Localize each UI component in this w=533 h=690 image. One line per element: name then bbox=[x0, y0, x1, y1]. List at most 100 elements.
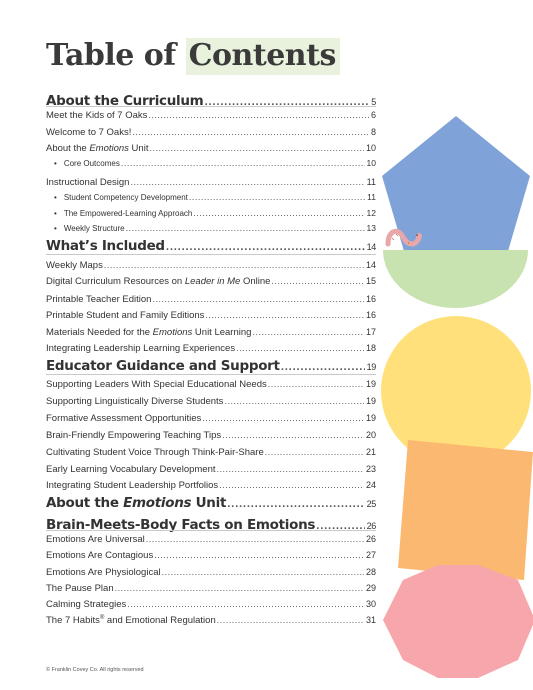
decorative-shapes-stack bbox=[381, 116, 533, 678]
half-circle-shape bbox=[383, 250, 528, 308]
toc-entry[interactable]: Emotions Are Physiological 28 bbox=[46, 567, 376, 578]
dot-leader bbox=[115, 583, 364, 593]
page-number: 6 bbox=[370, 110, 376, 120]
dot-leader bbox=[126, 223, 365, 233]
page-number: 25 bbox=[366, 499, 377, 509]
bullet-icon: • bbox=[54, 224, 57, 233]
dot-leader bbox=[148, 110, 369, 120]
section-heading[interactable]: About the Curriculum 5 bbox=[46, 93, 376, 109]
dot-leader bbox=[227, 500, 364, 510]
page-number: 24 bbox=[365, 480, 376, 490]
entry-label: Meet the Kids of 7 Oaks bbox=[46, 110, 148, 121]
toc-entry[interactable]: The 7 Habits® and Emotional Regulation 31 bbox=[46, 615, 376, 626]
page-number: 14 bbox=[365, 260, 376, 270]
toc-entry[interactable]: About the Emotions Unit 10 bbox=[46, 143, 376, 154]
entry-label: Welcome to 7 Oaks! bbox=[46, 127, 132, 138]
page-number: 23 bbox=[365, 464, 376, 474]
page-number: 16 bbox=[365, 310, 376, 320]
entry-label: Weekly Structure bbox=[63, 224, 125, 233]
page-number: 20 bbox=[365, 430, 376, 440]
entry-label: Cultivating Student Voice Through Think-… bbox=[46, 447, 264, 458]
toc-entry[interactable]: Formative Assessment Opportunities 19 bbox=[46, 413, 376, 424]
pentagon-shape bbox=[382, 116, 530, 265]
sub-entry[interactable]: • Weekly Structure 13 bbox=[54, 223, 376, 233]
page-number: 31 bbox=[365, 615, 376, 626]
entry-label: Integrating Leadership Learning Experien… bbox=[46, 343, 236, 354]
entry-label: Formative Assessment Opportunities bbox=[46, 413, 202, 424]
toc-entry[interactable]: Weekly Maps 14 bbox=[46, 260, 376, 271]
toc-entry[interactable]: Materials Needed for the Emotions Unit L… bbox=[46, 327, 376, 338]
toc-entry[interactable]: Digital Curriculum Resources on Leader i… bbox=[46, 276, 376, 287]
entry-label: The 7 Habits® and Emotional Regulation bbox=[46, 615, 216, 627]
bullet-icon: • bbox=[54, 209, 57, 218]
page-number: 21 bbox=[365, 447, 376, 457]
toc-entry[interactable]: Brain-Friendly Empowering Teaching Tips 2… bbox=[46, 430, 376, 441]
section-heading[interactable]: Educator Guidance and Support 19 bbox=[46, 358, 376, 374]
toc-entry[interactable]: Integrating Student Leadership Portfolio… bbox=[46, 480, 376, 491]
section-title: Educator Guidance and Support bbox=[46, 358, 280, 374]
toc-entry[interactable]: Integrating Leadership Learning Experien… bbox=[46, 343, 376, 354]
entry-label: Emotions Are Contagious bbox=[46, 550, 154, 561]
dot-leader bbox=[265, 447, 364, 457]
dot-leader bbox=[146, 534, 364, 544]
toc-entry[interactable]: Welcome to 7 Oaks! 8 bbox=[46, 127, 376, 138]
page-number: 13 bbox=[366, 223, 376, 233]
toc-entry[interactable]: Emotions Are Universal 26 bbox=[46, 534, 376, 545]
toc-entry[interactable]: Emotions Are Contagious 27 bbox=[46, 550, 376, 561]
dot-leader bbox=[271, 276, 364, 286]
page-number: 10 bbox=[366, 158, 376, 168]
section-divider bbox=[46, 106, 376, 107]
dot-leader bbox=[217, 615, 364, 625]
page-number: 10 bbox=[365, 143, 376, 153]
page-number: 16 bbox=[365, 294, 376, 304]
toc-entry[interactable]: Supporting Leaders With Special Educatio… bbox=[46, 379, 376, 390]
sub-entry[interactable]: • Student Competency Development 11 bbox=[54, 192, 376, 202]
dot-leader bbox=[252, 327, 364, 337]
page-number: 19 bbox=[365, 396, 376, 406]
toc-entry[interactable]: Meet the Kids of 7 Oaks 6 bbox=[46, 110, 376, 121]
section-title: Brain-Meets-Body Facts on Emotions bbox=[46, 517, 316, 533]
square-shape bbox=[398, 440, 533, 580]
page-number: 26 bbox=[366, 521, 377, 531]
dot-leader bbox=[166, 243, 365, 253]
page-number: 12 bbox=[366, 208, 376, 218]
toc-entry[interactable]: Printable Teacher Edition 16 bbox=[46, 294, 376, 305]
section-divider bbox=[46, 530, 376, 531]
dot-leader bbox=[268, 379, 364, 389]
section-title: About the Emotions Unit bbox=[46, 495, 227, 511]
section-heading[interactable]: About the Emotions Unit 25 bbox=[46, 495, 376, 511]
entry-label: Student Competency Development bbox=[63, 193, 188, 202]
page-number: 19 bbox=[365, 379, 376, 389]
entry-label: Printable Student and Family Editions bbox=[46, 310, 205, 321]
section-heading[interactable]: Brain-Meets-Body Facts on Emotions 26 bbox=[46, 517, 376, 533]
dot-leader bbox=[132, 127, 369, 137]
section-heading[interactable]: What’s Included 14 bbox=[46, 238, 376, 254]
toc-entry[interactable]: Cultivating Student Voice Through Think-… bbox=[46, 447, 376, 458]
dot-leader bbox=[149, 143, 364, 153]
sub-entry[interactable]: • Core Outcomes 10 bbox=[54, 158, 376, 168]
entry-label: Emotions Are Universal bbox=[46, 534, 145, 545]
toc-entry[interactable]: Calming Strategies 30 bbox=[46, 599, 376, 610]
title-prefix: Table of bbox=[46, 38, 186, 73]
dot-leader bbox=[224, 396, 364, 406]
section-divider bbox=[46, 254, 376, 255]
toc-entry[interactable]: Early Learning Vocabulary Development 23 bbox=[46, 464, 376, 475]
toc-entry[interactable]: The Pause Plan 29 bbox=[46, 583, 376, 594]
dot-leader bbox=[162, 567, 364, 577]
page-number: 15 bbox=[365, 276, 376, 286]
toc-entry[interactable]: Printable Student and Family Editions 16 bbox=[46, 310, 376, 321]
toc-entry[interactable]: Instructional Design 11 bbox=[46, 177, 376, 188]
dot-leader bbox=[219, 480, 364, 490]
page-number: 18 bbox=[365, 343, 376, 353]
entry-label: Early Learning Vocabulary Development bbox=[46, 464, 216, 475]
dot-leader bbox=[222, 430, 364, 440]
page-number: 27 bbox=[365, 550, 376, 560]
bullet-icon: • bbox=[54, 193, 57, 202]
entry-label: Supporting Leaders With Special Educatio… bbox=[46, 379, 267, 390]
entry-label: About the Emotions Unit bbox=[46, 143, 149, 154]
entry-label: Materials Needed for the Emotions Unit L… bbox=[46, 327, 252, 338]
toc-entry[interactable]: Supporting Linguistically Diverse Studen… bbox=[46, 396, 376, 407]
entry-label: Weekly Maps bbox=[46, 260, 103, 271]
page-number: 19 bbox=[366, 362, 377, 372]
sub-entry[interactable]: • The Empowered-Learning Approach 12 bbox=[54, 208, 376, 218]
